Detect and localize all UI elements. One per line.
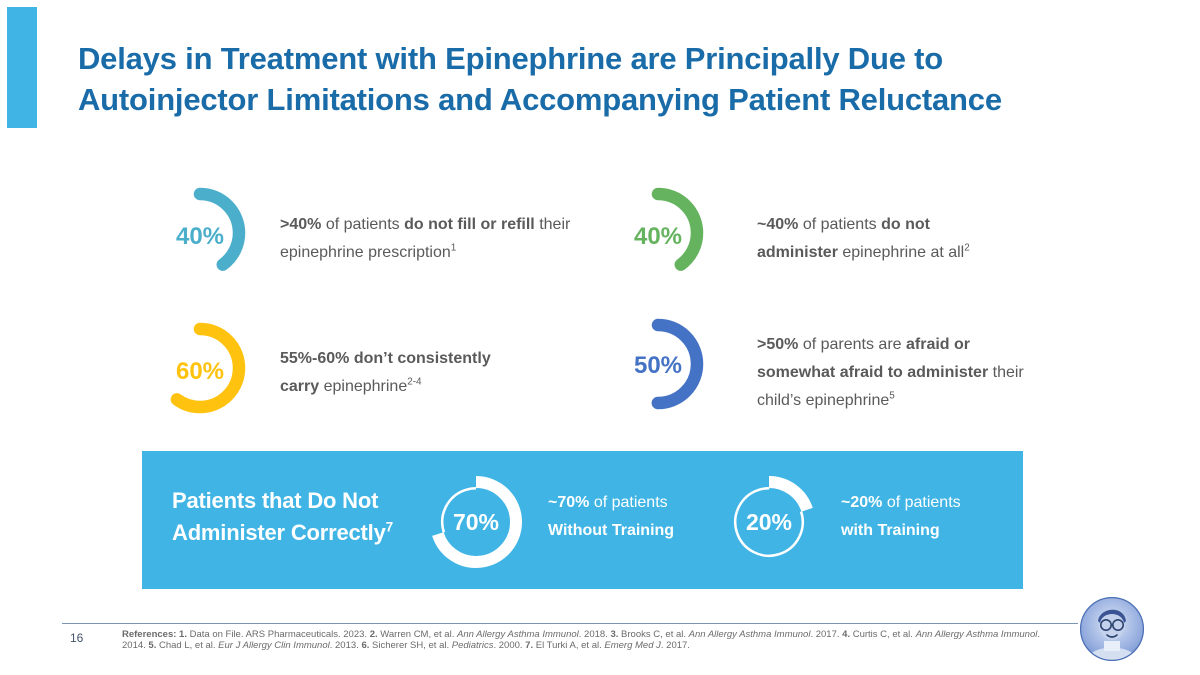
banner-donut-group: 70% ~70% of patients Without Training — [428, 474, 728, 570]
text-segment: their child’s epinephrine — [757, 364, 1024, 409]
stat-description: >40% of patients do not fill or refill t… — [280, 211, 580, 267]
stat-value-label: 40% — [175, 223, 225, 250]
stat-arc-chart — [154, 322, 246, 414]
presenter-avatar-image — [1080, 597, 1144, 661]
text-segment: 7. — [525, 640, 534, 651]
text-segment: of patients — [798, 216, 882, 233]
text-segment: Ann Allergy Asthma Immunol — [688, 629, 811, 640]
stat-value-label: 50% — [633, 352, 683, 379]
text-segment: 5. — [148, 640, 157, 651]
banner-donut-chart — [430, 476, 522, 568]
stat-row: 60% 55%-60% don’t consistently carry epin… — [150, 318, 640, 430]
donut-description-line: ~20% of patients — [841, 489, 961, 517]
banner-donut-chart — [723, 476, 815, 568]
text-segment: References: — [122, 629, 180, 640]
banner-donut-group: 20% ~20% of patients with Training — [721, 474, 1021, 570]
banner-title-line2: Administer Correctly — [172, 520, 386, 545]
text-segment: 1 — [450, 242, 457, 254]
text-segment: Pediatrics — [451, 640, 494, 651]
text-segment: 2-4 — [407, 376, 422, 388]
donut-value-label: 20% — [745, 508, 793, 535]
text-segment: Chad L, et al. — [156, 640, 219, 651]
text-segment: afraid or somewhat afraid to administer — [757, 336, 989, 381]
text-segment: ~20% — [841, 494, 883, 511]
text-segment: of parents are — [798, 336, 906, 353]
stat-arc-chart — [154, 187, 246, 279]
text-segment: Brooks C, et al. — [618, 629, 689, 640]
donut-description: ~20% of patients with Training — [841, 489, 961, 545]
text-segment: 3. — [610, 629, 619, 640]
accent-bar — [7, 7, 37, 128]
text-segment: . 2000. — [493, 640, 526, 651]
text-segment: >50% — [757, 336, 799, 353]
text-segment: ~70% — [548, 494, 590, 511]
donut-value-label: 70% — [452, 508, 500, 535]
text-segment: with Training — [841, 522, 940, 539]
banner-title-ref: 7 — [385, 519, 394, 535]
text-segment: epinephrine — [319, 378, 408, 395]
donut-description-line: ~70% of patients — [548, 489, 674, 517]
text-segment: Warren CM, et al. — [377, 629, 457, 640]
text-segment: Data on File. ARS Pharmaceuticals. 2023. — [186, 629, 370, 640]
text-segment: Without Training — [548, 522, 675, 539]
text-segment: Sicherer SH, et al. — [369, 640, 452, 651]
text-segment: 2. — [369, 629, 378, 640]
donut-description: ~70% of patients Without Training — [548, 489, 674, 545]
stat-row: 40% >40% of patients do not fill or refil… — [150, 183, 640, 295]
stat-arc-chart — [612, 318, 704, 410]
stat-value-label: 60% — [175, 358, 225, 385]
text-segment: . 2017. — [810, 629, 843, 640]
text-segment: of patients — [882, 494, 961, 511]
text-segment: ~40% — [757, 216, 799, 233]
slide-title: Delays in Treatment with Epinephrine are… — [78, 38, 1002, 120]
text-segment: do not fill or refill — [404, 216, 535, 233]
text-segment: 4. — [842, 629, 851, 640]
text-segment: . 2014. — [122, 629, 1040, 651]
text-segment: of patients — [589, 494, 668, 511]
stat-description: ~40% of patients do not administer epine… — [757, 211, 1009, 267]
text-segment: El Turki A, et al. — [533, 640, 605, 651]
text-segment: . 2013. — [329, 640, 362, 651]
text-segment: 5 — [889, 390, 895, 402]
donut-description-line: with Training — [841, 517, 961, 545]
text-segment: Ann Allergy Asthma Immunol — [456, 629, 579, 640]
text-segment: 1. — [179, 629, 187, 640]
stat-row: 50% >50% of parents are afraid or somewha… — [608, 314, 1098, 426]
text-segment: their epinephrine prescription — [280, 216, 571, 261]
text-segment: Eur J Allergy Clin Immunol — [218, 640, 330, 651]
slide-title-line2: Autoinjector Limitations and Accompanyin… — [78, 82, 1002, 117]
references: References: 1. Data on File. ARS Pharmac… — [122, 629, 1042, 651]
banner-title: Patients that Do Not Administer Correctl… — [172, 485, 452, 549]
text-segment: Ann Allergy Asthma Immunol — [915, 629, 1038, 640]
text-segment: 2 — [964, 242, 970, 254]
stat-description: 55%-60% don’t consistently carry epineph… — [280, 345, 520, 401]
stat-row: 40% ~40% of patients do not administer ep… — [608, 183, 1098, 295]
text-segment: of patients — [321, 216, 405, 233]
text-segment: >40% — [280, 216, 322, 233]
text-segment: epinephrine at all — [837, 244, 965, 261]
text-segment: . 2017. — [660, 640, 690, 651]
page-number: 16 — [70, 631, 84, 645]
text-segment: 55%-60% don’t consistently carry — [280, 350, 491, 395]
text-segment: Curtis C, et al. — [850, 629, 916, 640]
slide-title-line1: Delays in Treatment with Epinephrine are… — [78, 41, 944, 76]
footer-divider — [62, 623, 1078, 624]
donut-description-line: Without Training — [548, 517, 674, 545]
text-segment: . 2018. — [578, 629, 611, 640]
text-segment: do not administer — [757, 216, 930, 261]
text-segment: 6. — [361, 640, 370, 651]
stat-value-label: 40% — [633, 223, 683, 250]
text-segment: Emerg Med J — [604, 640, 661, 651]
presenter-avatar — [1080, 597, 1144, 661]
stat-arc-chart — [612, 187, 704, 279]
banner-title-line1: Patients that Do Not — [172, 488, 379, 513]
summary-banner: Patients that Do Not Administer Correctl… — [142, 451, 1023, 589]
stat-description: >50% of parents are afraid or somewhat a… — [757, 331, 1031, 415]
